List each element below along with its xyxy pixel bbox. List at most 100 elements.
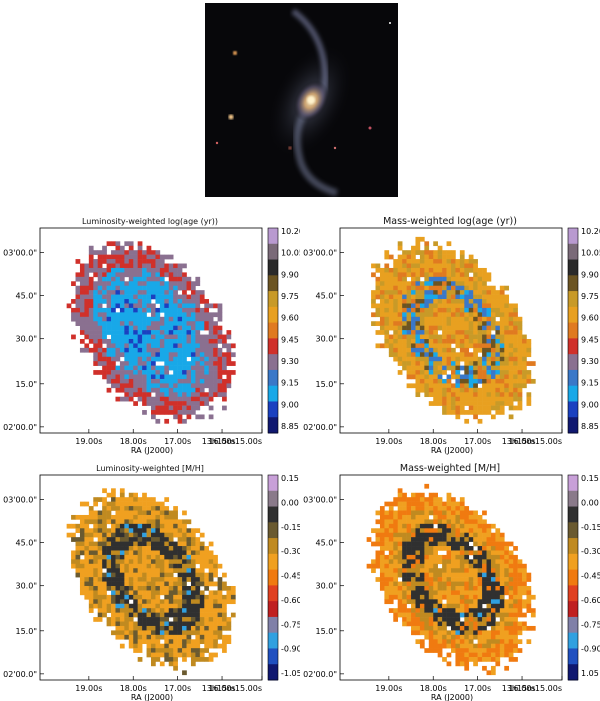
map-pixel <box>384 537 390 542</box>
map-pixel <box>495 612 501 618</box>
map-pixel <box>517 370 523 375</box>
map-pixel <box>490 383 496 389</box>
map-pixel <box>102 347 107 353</box>
map-pixel <box>499 590 505 596</box>
map-pixel <box>133 550 138 556</box>
map-pixel <box>442 581 447 587</box>
map-pixel <box>75 523 81 529</box>
map-pixel <box>437 356 443 362</box>
map-pixel <box>222 581 227 587</box>
map-pixel <box>195 347 201 353</box>
map-pixel <box>482 387 487 393</box>
y-tick-label: 15.0" <box>16 380 38 389</box>
map-pixel <box>419 523 425 529</box>
map-pixel <box>182 670 187 676</box>
map-pixel <box>106 343 112 349</box>
map-pixel <box>199 568 205 573</box>
map-pixel <box>424 303 430 309</box>
map-pixel <box>384 263 390 269</box>
map-pixel <box>213 347 218 353</box>
map-pixel <box>222 361 227 366</box>
map-pixel <box>402 321 407 326</box>
map-pixel <box>428 299 434 304</box>
map-pixel <box>168 267 174 273</box>
map-pixel <box>102 501 107 507</box>
map-pixel <box>164 639 170 645</box>
map-pixel <box>222 387 227 393</box>
map-pixel <box>151 657 156 662</box>
colorbar-band <box>568 385 578 402</box>
x-tick-label: 18.00s <box>420 437 447 446</box>
map-pixel <box>477 316 483 322</box>
map-pixel <box>115 356 121 362</box>
map-pixel <box>115 599 121 605</box>
map-pixel <box>79 272 85 278</box>
map-pixel <box>93 519 99 525</box>
map-pixel <box>128 554 134 560</box>
map-pixel <box>446 281 452 287</box>
map-pixel <box>499 621 505 627</box>
map-pixel <box>415 343 421 349</box>
map-pixel <box>190 537 196 542</box>
map-pixel <box>402 621 407 627</box>
map-pixel <box>88 541 94 547</box>
map-pixel <box>424 330 430 335</box>
map-pixel <box>128 285 134 291</box>
map-pixel <box>111 599 116 605</box>
map-pixel <box>195 290 201 295</box>
map-pixel <box>437 514 443 520</box>
map-pixel <box>442 568 447 573</box>
map-pixel <box>168 299 174 304</box>
map-pixel <box>433 352 438 358</box>
map-pixel <box>379 550 385 556</box>
map-pixel <box>468 321 474 326</box>
map-pixel <box>84 276 90 282</box>
map-pixel <box>490 586 496 591</box>
map-pixel <box>164 316 170 322</box>
map-pixel <box>133 392 138 398</box>
map-pixel <box>168 612 174 618</box>
map-pixel <box>490 290 496 295</box>
map-pixel <box>97 612 103 618</box>
map-pixel <box>406 321 412 326</box>
map-pixel <box>433 603 438 609</box>
map-pixel <box>433 648 438 653</box>
map-pixel <box>473 643 478 649</box>
map-pixel <box>213 361 218 366</box>
map-pixel <box>459 572 465 578</box>
map-pixel <box>490 392 496 398</box>
map-pixel <box>137 563 143 569</box>
map-pixel <box>75 514 81 520</box>
map-pixel <box>106 594 112 600</box>
map-pixel <box>146 608 152 613</box>
map-pixel <box>451 590 456 596</box>
map-pixel <box>468 325 474 331</box>
map-pixel <box>190 639 196 645</box>
map-pixel <box>159 321 165 326</box>
map-pixel <box>388 352 394 358</box>
map-pixel <box>433 586 438 591</box>
map-pixel <box>106 528 112 534</box>
map-pixel <box>177 523 183 529</box>
map-pixel <box>437 537 443 542</box>
map-pixel <box>451 405 456 411</box>
map-pixel <box>79 559 85 565</box>
map-pixel <box>477 625 483 631</box>
map-pixel <box>455 563 461 569</box>
map-pixel <box>190 617 196 622</box>
map-pixel <box>397 334 403 340</box>
map-pixel <box>513 330 518 335</box>
map-pixel <box>155 510 161 516</box>
map-pixel <box>222 339 227 344</box>
map-pixel <box>79 303 85 309</box>
map-pixel <box>508 621 514 627</box>
map-pixel <box>402 285 407 291</box>
map-pixel <box>102 594 107 600</box>
map-pixel <box>168 550 174 556</box>
map-pixel <box>159 352 165 358</box>
map-pixel <box>168 639 174 645</box>
map-pixel <box>195 657 201 662</box>
map-pixel <box>88 586 94 591</box>
map-pixel <box>424 263 430 269</box>
map-pixel <box>204 321 210 326</box>
